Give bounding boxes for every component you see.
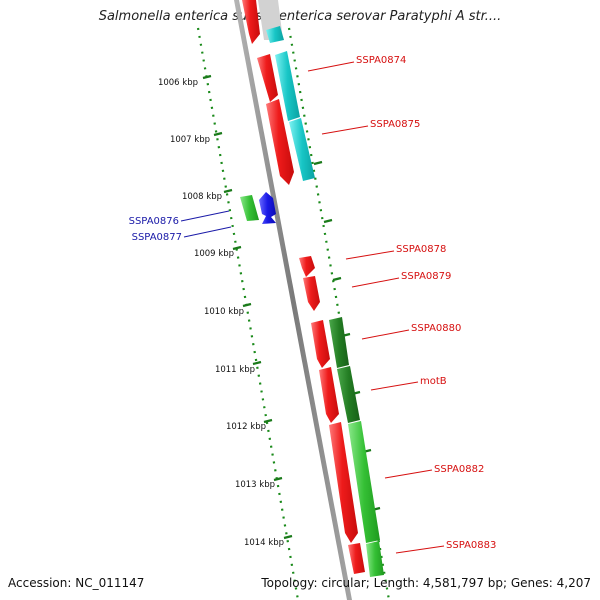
gene-feature-sspa0883 (348, 543, 365, 574)
cds-feature-sspa0875 (289, 118, 315, 181)
gene-label-sspa0875: SSPA0875 (370, 119, 420, 130)
cds-feature-sspa0882 (348, 421, 380, 543)
accession-label: Accession: NC_011147 (8, 576, 145, 590)
kbp-label-1013: 1013 kbp (235, 480, 275, 490)
genome-backbone (234, 0, 352, 600)
gene-label-sspa0876: SSPA0876 (129, 216, 179, 227)
inner-tick-track (196, 27, 300, 600)
cds-feature-sspa0876 (240, 195, 259, 221)
gene-feature-sspa0882 (329, 422, 358, 543)
cds-feature-sspa0880 (329, 317, 349, 368)
kbp-label-1009: 1009 kbp (194, 249, 234, 259)
kbp-label-1007: 1007 kbp (170, 135, 210, 145)
gene-feature-sspa0879 (303, 276, 320, 311)
gene-label-sspa0878: SSPA0878 (396, 244, 446, 255)
gene-label-sspa0880: SSPA0880 (411, 323, 461, 334)
kbp-label-1011: 1011 kbp (215, 365, 255, 375)
kbp-label-1010: 1010 kbp (204, 307, 244, 317)
gene-label-sspa0879: SSPA0879 (401, 271, 451, 282)
gene-feature-top-red (242, 0, 260, 44)
gene-feature-sspa0880 (311, 320, 330, 368)
gene-feature-motb (319, 367, 339, 423)
gene-label-sspa0877: SSPA0877 (132, 232, 182, 243)
kbp-label-1006: 1006 kbp (158, 78, 198, 88)
cds-track (266, 26, 384, 577)
label-leader-lines (180, 61, 445, 554)
genome-summary-label: Topology: circular; Length: 4,581,797 bp… (261, 576, 591, 590)
gene-label-sspa0874: SSPA0874 (356, 55, 406, 66)
gene-feature-sspa0877 (259, 192, 276, 224)
kbp-label-1012: 1012 kbp (226, 422, 266, 432)
forward-gene-track (242, 0, 365, 574)
kbp-label-1008: 1008 kbp (182, 192, 222, 202)
cds-feature-sspa0883 (366, 541, 384, 577)
gene-feature-sspa0878 (299, 256, 315, 277)
gene-label-sspa0883: SSPA0883 (446, 540, 496, 551)
gene-feature-sspa0874 (257, 54, 278, 102)
cds-feature-top-teal (266, 26, 284, 43)
cds-feature-motb (337, 366, 360, 423)
outer-tick-track (287, 27, 391, 600)
kbp-label-1014: 1014 kbp (244, 538, 284, 548)
gene-label-motb: motB (420, 376, 447, 387)
map-title: Salmonella enterica subsp. enterica sero… (98, 9, 502, 24)
gene-feature-sspa0875 (266, 99, 294, 185)
cds-feature-sspa0874 (275, 51, 300, 121)
gene-label-sspa0882: SSPA0882 (434, 464, 484, 475)
